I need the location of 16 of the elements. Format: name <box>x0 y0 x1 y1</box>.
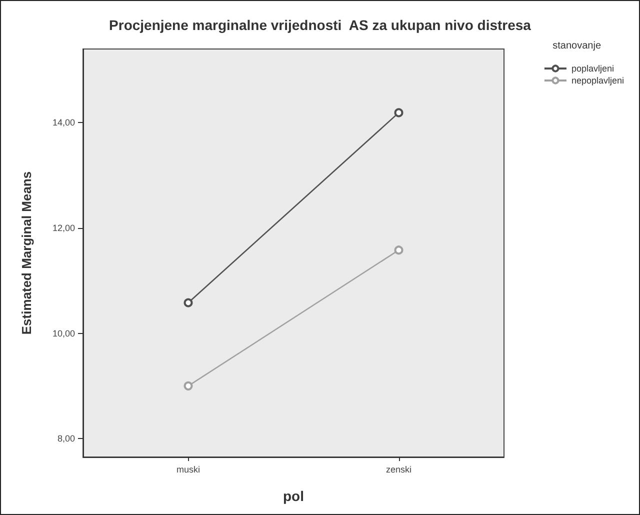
x-tick-label: zenski <box>386 464 412 474</box>
y-tick-label: 10,00 <box>52 328 75 338</box>
y-tick-label: 12,00 <box>52 222 75 233</box>
point <box>184 381 193 390</box>
x-axis-title: pol <box>283 488 304 504</box>
legend-title: stanovanje <box>552 40 602 52</box>
x-tick-label: muski <box>176 464 200 474</box>
point <box>184 298 193 308</box>
y-tick-label: 14,00 <box>52 118 75 128</box>
legend-label: nepoplavljeni <box>571 76 624 86</box>
point <box>394 108 404 118</box>
legend-label: poplavljeni <box>571 64 614 74</box>
y-tick-label: 8,00 <box>57 434 75 444</box>
point <box>394 246 404 255</box>
y-axis-title: Estimated Marginal Means <box>19 171 34 335</box>
chart-title: Procjenjene marginalne vrijednosti AS za ukupan nivo distresa <box>109 17 532 33</box>
